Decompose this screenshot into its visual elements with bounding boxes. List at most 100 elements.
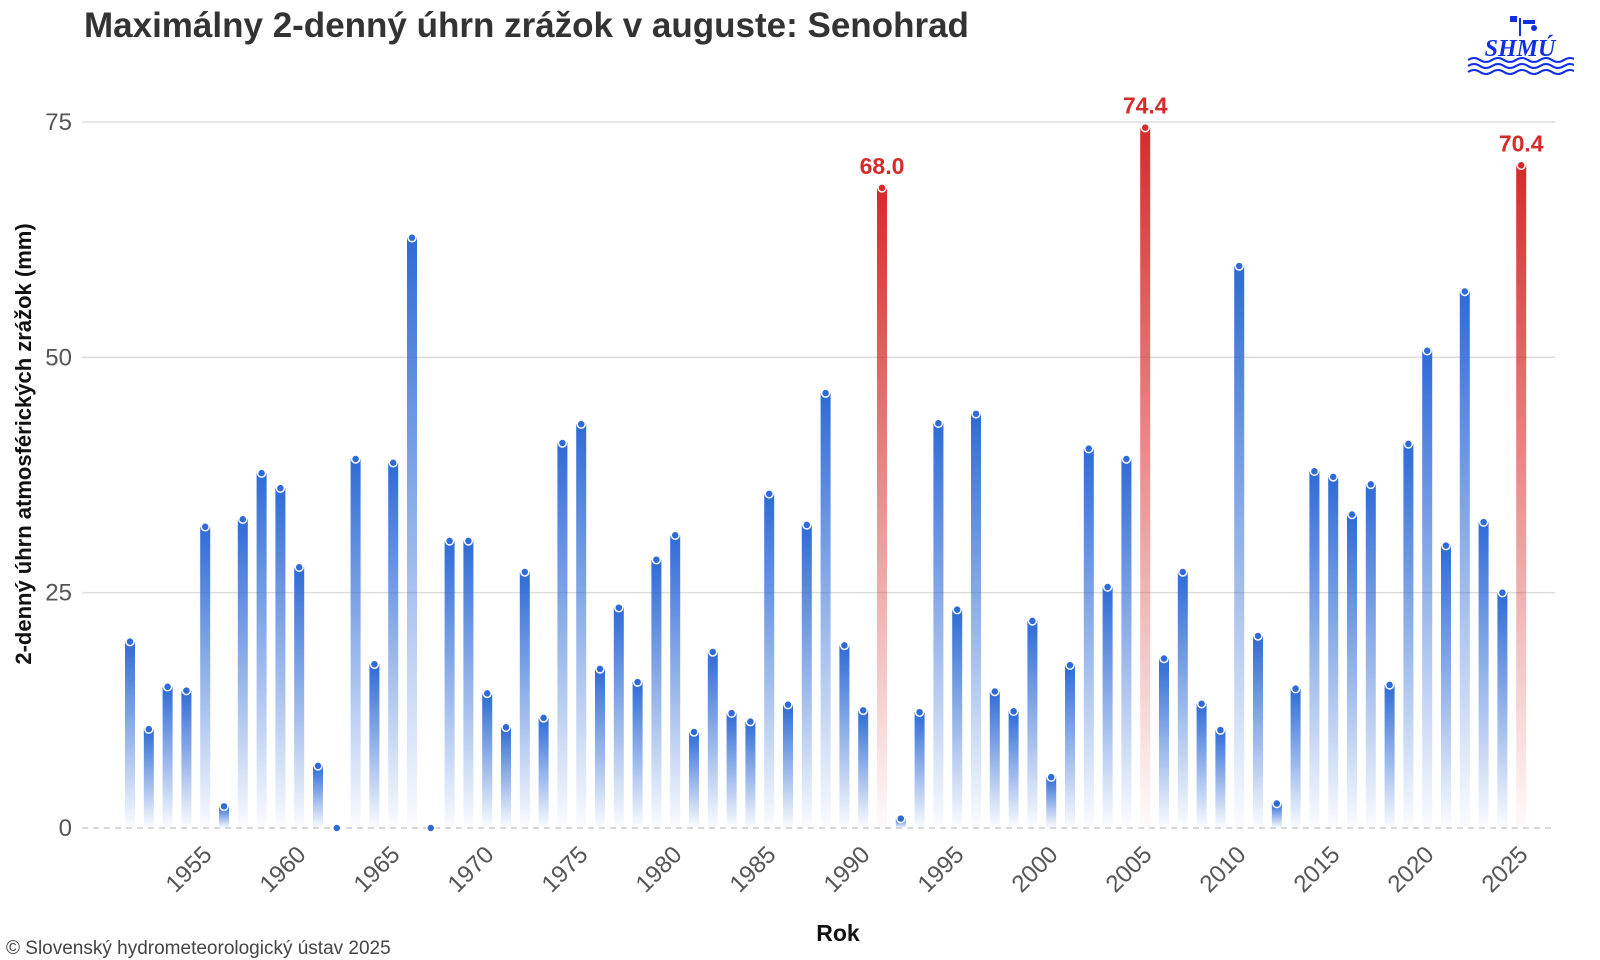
bar-2013 [1290, 688, 1301, 828]
x-tick-label: 1955 [161, 841, 218, 898]
bar-point-2018 [1384, 680, 1395, 690]
bar-point-1979 [651, 554, 662, 565]
bar-point-1987 [802, 520, 812, 530]
bar-point-2010 [1234, 261, 1244, 271]
bar-2014 [1309, 471, 1320, 828]
bar-1996 [971, 413, 981, 828]
bar-point-2023 [1478, 517, 1489, 527]
x-tick-label: 2000 [1007, 841, 1064, 898]
x-tick-label: 2010 [1195, 841, 1252, 898]
bar-point-1978 [632, 677, 643, 687]
bar-point-1994 [933, 418, 944, 428]
bar-point-1952 [144, 724, 154, 734]
bar-point-2008 [1196, 698, 1207, 709]
bar-1970 [482, 693, 493, 828]
bar-point-1977 [614, 602, 624, 613]
bar-2010 [1234, 266, 1245, 828]
bar-1979 [651, 559, 662, 828]
chart-title: Maximálny 2-denný úhrn zrážok v auguste:… [84, 6, 969, 45]
bar-1959 [275, 488, 286, 828]
x-tick-label: 2015 [1289, 841, 1346, 898]
bar-1980 [670, 535, 681, 828]
bar-point-2006 [1159, 653, 1169, 664]
bar-point-1976 [595, 664, 605, 674]
bar-point-1967 [426, 823, 436, 833]
bar-1986 [783, 704, 793, 828]
bar-2004 [1121, 458, 1132, 828]
bar-2000 [1046, 777, 1057, 828]
bar-point-1989 [839, 640, 850, 651]
bar-point-1964 [369, 659, 380, 669]
bar-1954 [181, 690, 192, 828]
bar-point-2002 [1084, 443, 1094, 454]
bar-point-2001 [1065, 660, 1075, 670]
x-axis-label: Rok [816, 920, 860, 946]
bar-point-1996 [971, 409, 981, 419]
x-tick-label: 1965 [349, 841, 406, 898]
bar-point-2024 [1497, 587, 1508, 598]
bar-point-1988 [820, 388, 831, 398]
bar-point-1983 [726, 708, 737, 718]
bar-1960 [294, 567, 305, 828]
bar-1988 [820, 393, 831, 828]
bar-point-1990 [858, 705, 868, 716]
bar-1985 [764, 493, 775, 828]
bar-1969 [463, 540, 474, 828]
x-tick-label: 1970 [443, 841, 500, 898]
bar-point-2017 [1366, 479, 1376, 490]
bar-point-1995 [952, 604, 962, 615]
bar-2015 [1328, 476, 1339, 828]
bar-point-1954 [181, 685, 192, 696]
bar-point-1970 [482, 688, 492, 699]
bar-point-1982 [708, 647, 718, 657]
bar-1975 [576, 424, 587, 828]
bar-point-2013 [1290, 683, 1301, 694]
bar-point-1969 [463, 536, 474, 546]
bar-1963 [350, 458, 361, 828]
bars [125, 122, 1527, 833]
bar-point-2025 [1516, 160, 1526, 171]
bar-1971 [501, 727, 511, 828]
bar-point-1984 [745, 716, 756, 727]
bar-point-1957 [238, 514, 248, 524]
bar-2011 [1253, 635, 1263, 828]
copyright-footer: © Slovenský hydrometeorologický ústav 20… [6, 938, 391, 959]
bar-1984 [745, 721, 756, 828]
x-tick-label: 1960 [255, 841, 312, 898]
bar-1998 [1008, 711, 1019, 828]
bar-point-1965 [388, 458, 398, 468]
bar-point-2004 [1121, 454, 1132, 464]
bar-1976 [595, 668, 605, 828]
bar-point-2009 [1215, 725, 1226, 735]
bar-1989 [839, 645, 850, 828]
bar-point-2014 [1309, 466, 1320, 476]
bar-point-1963 [350, 454, 361, 464]
bar-2019 [1403, 443, 1414, 828]
bar-point-1968 [444, 536, 455, 546]
bar-point-1998 [1008, 706, 1019, 717]
y-tick-label: 0 [59, 815, 72, 842]
bar-point-2015 [1328, 472, 1338, 482]
bar-1958 [256, 473, 267, 828]
bar-point-2011 [1253, 631, 1263, 641]
bar-point-1992 [896, 813, 906, 824]
bar-2018 [1384, 684, 1395, 828]
bar-point-1980 [670, 530, 680, 540]
x-tick-label: 2020 [1383, 841, 1440, 898]
x-tick-label: 1980 [631, 841, 688, 898]
bar-point-1971 [501, 722, 511, 733]
bar-point-1959 [275, 483, 286, 493]
bar-point-1997 [990, 686, 1000, 697]
bar-1999 [1027, 620, 1038, 828]
bar-point-1981 [689, 727, 699, 737]
bar-1953 [162, 686, 173, 828]
bar-point-1991 [877, 183, 887, 193]
bar-point-1986 [783, 699, 793, 710]
bar-point-1985 [764, 489, 774, 499]
shmu-logo: SHMÚ [1467, 16, 1574, 75]
bar-1974 [557, 442, 568, 828]
bar-point-2005 [1140, 122, 1150, 133]
bar-2009 [1215, 730, 1226, 828]
bar-point-2020 [1422, 345, 1432, 356]
bar-point-1993 [914, 707, 925, 717]
